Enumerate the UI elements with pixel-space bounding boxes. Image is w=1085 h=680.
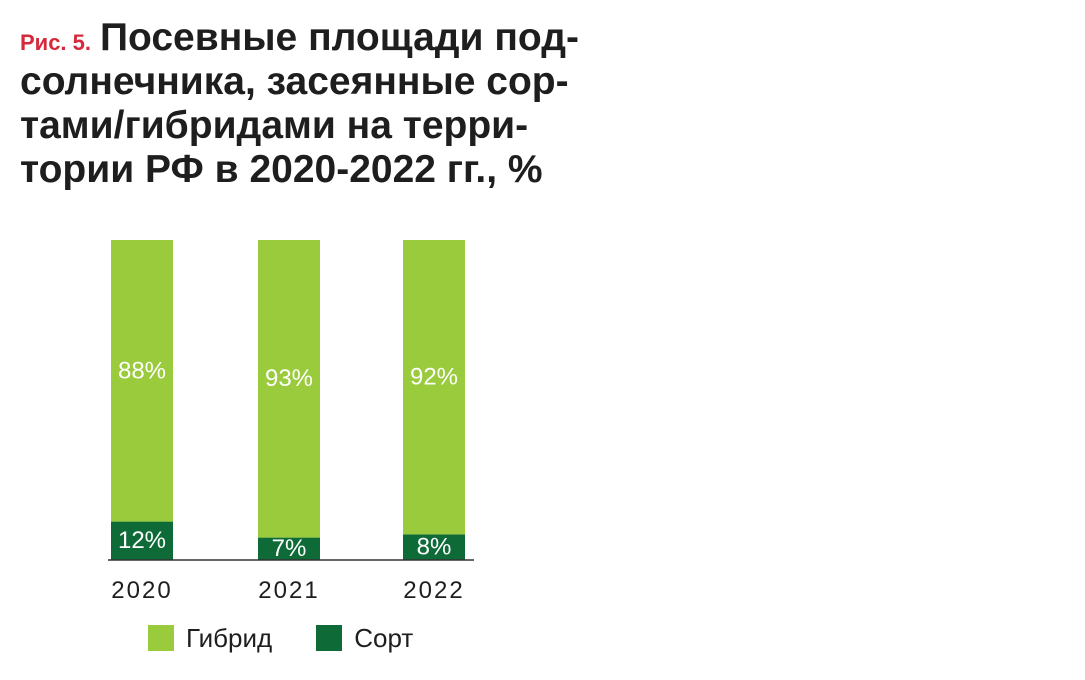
data-label-hybrid-2020: 88% [118,358,166,385]
title-line-1: Посевные площади под- [100,16,579,59]
legend-label-hybrid: Гибрид [186,622,273,653]
legend-label-variety: Сорт [354,622,414,653]
chart-title: Посевные площади под- солнечника, засеян… [20,16,579,192]
bar-hybrid-2021 [258,240,320,538]
title-line-4: тории РФ в 2020-2022 гг., % [20,148,543,191]
legend-swatch-hybrid [148,625,174,651]
data-label-variety-2022: 8% [417,534,452,561]
data-label-variety-2021: 7% [272,535,307,562]
x-tick-label-2022: 2022 [403,577,464,604]
legend-item-variety: Сорт [316,623,413,654]
legend-item-hybrid: Гибрид [148,623,272,654]
bar-hybrid-2022 [403,240,465,535]
bar-variety-2021 [258,537,320,560]
legend-swatch-variety [316,625,343,651]
figure-label: Рис. 5. [20,30,92,55]
x-tick-label-2020: 2020 [111,577,172,604]
bar-variety-2020 [111,521,173,560]
x-tick-label-2021: 2021 [258,577,319,604]
title-line-2: солнечника, засеянные сор- [20,60,569,103]
data-label-hybrid-2021: 93% [265,365,313,392]
data-label-hybrid-2022: 92% [410,364,458,391]
bar-variety-2022 [403,534,465,560]
data-label-variety-2020: 12% [118,527,166,554]
title-line-3: тами/гибридами на терри- [20,104,529,147]
legend: Гибрид Сорт [148,620,457,656]
bar-hybrid-2020 [111,240,173,522]
